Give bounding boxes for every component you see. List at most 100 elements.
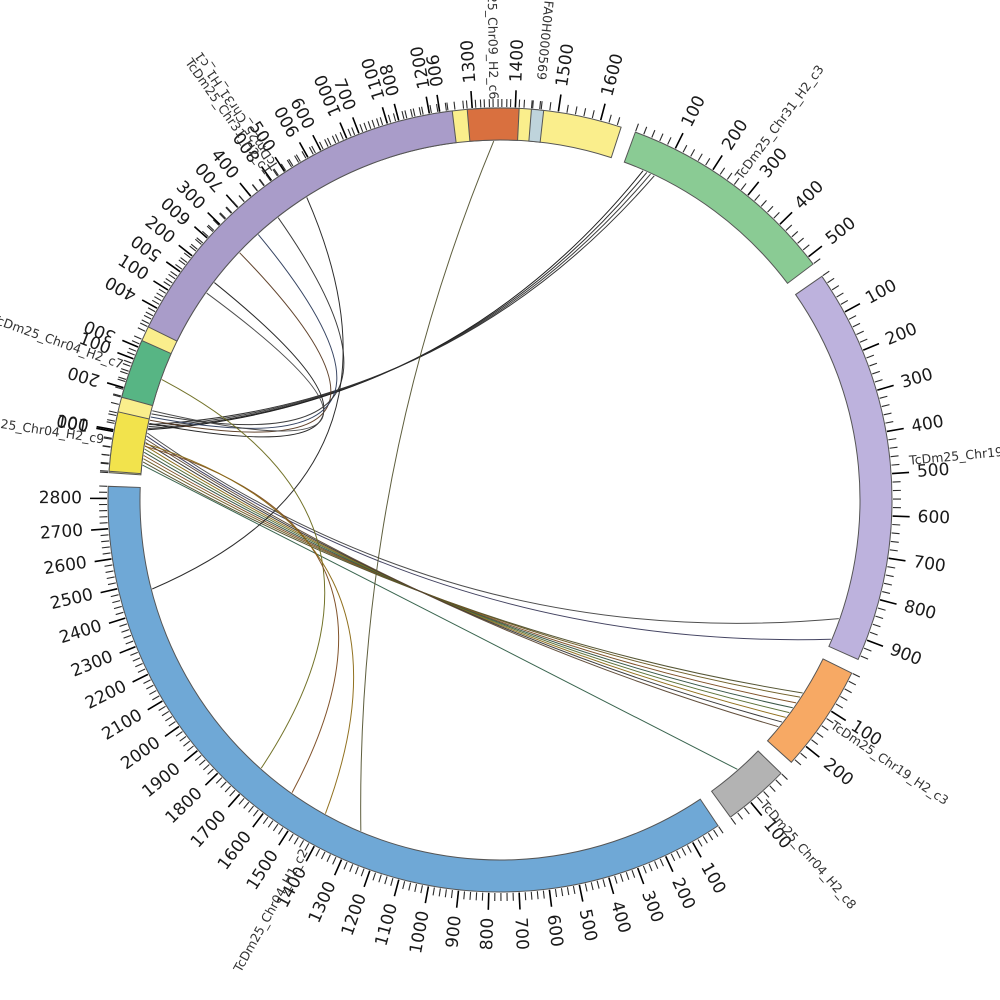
tick-label: 600 <box>917 507 950 528</box>
synteny-link[interactable] <box>148 173 651 428</box>
tick-label: 1600 <box>214 827 256 874</box>
ideogram-segment-chr19_h2_c3[interactable] <box>766 658 853 764</box>
tick-label: 1300 <box>305 878 341 926</box>
minor-tick <box>469 891 472 900</box>
tick-label: 1500 <box>552 42 578 88</box>
segments-layer <box>107 107 893 893</box>
minor-tick <box>128 347 137 352</box>
synteny-link[interactable] <box>145 438 779 728</box>
synteny-link[interactable] <box>143 455 797 704</box>
synteny-link[interactable] <box>142 461 803 694</box>
minor-tick <box>410 108 413 118</box>
minor-tick <box>123 359 132 364</box>
minor-tick <box>301 151 307 159</box>
synteny-link[interactable] <box>147 432 839 624</box>
synteny-link[interactable] <box>142 464 738 770</box>
synteny-link[interactable] <box>149 252 332 433</box>
synteny-link[interactable] <box>148 175 655 426</box>
minor-tick <box>566 104 569 113</box>
minor-tick <box>852 673 861 678</box>
ideogram-segment-chr31_h2_c1[interactable] <box>147 110 457 342</box>
minor-tick <box>315 848 321 857</box>
ideogram-segment-chr04_h2_c8[interactable] <box>710 750 782 818</box>
minor-tick <box>158 705 166 711</box>
minor-tick <box>103 437 112 440</box>
ideogram-segment-chr04_h2_c9[interactable] <box>108 411 150 475</box>
minor-tick <box>319 141 324 150</box>
synteny-link[interactable] <box>144 445 786 718</box>
synteny-link[interactable] <box>151 217 345 426</box>
minor-tick <box>811 739 819 745</box>
minor-tick <box>125 640 134 645</box>
minor-tick <box>280 163 287 171</box>
tick-label: 2600 <box>42 553 88 579</box>
minor-tick <box>229 789 236 797</box>
major-tick <box>866 639 884 648</box>
major-tick <box>805 745 820 758</box>
major-tick <box>278 830 289 846</box>
major-tick <box>862 342 880 351</box>
tick-label: 500 <box>822 213 860 249</box>
synteny-link[interactable] <box>143 458 801 698</box>
minor-tick <box>827 277 835 284</box>
synteny-link[interactable] <box>146 435 831 641</box>
minor-tick <box>432 887 435 896</box>
minor-tick <box>524 892 527 901</box>
minor-tick <box>163 281 171 287</box>
ideogram-segment-prfa0h000569[interactable] <box>528 108 545 143</box>
tick-label: 200 <box>883 319 921 350</box>
tick-label: 1300 <box>457 39 480 84</box>
major-tick <box>117 351 134 360</box>
tick-label: 200 <box>667 875 699 913</box>
minor-tick <box>891 532 900 535</box>
synteny-link[interactable] <box>152 292 325 432</box>
minor-tick <box>702 836 708 844</box>
tick-label: 2000 <box>117 733 164 774</box>
synteny-link[interactable] <box>143 451 793 709</box>
synteny-link[interactable] <box>148 172 648 429</box>
major-tick <box>712 154 723 171</box>
ideogram-segment-chr31_h2_c3[interactable] <box>623 131 814 285</box>
tick-label: 600 <box>543 913 567 948</box>
segment-label-chr04_h2_c8: TcDm25_Chr04_H2_c8 <box>757 797 860 912</box>
minor-tick <box>713 829 719 837</box>
ideogram-segment-chr09_h2_c6[interactable] <box>466 107 520 142</box>
minor-tick <box>760 199 767 207</box>
major-tick <box>147 700 163 711</box>
synteny-link[interactable] <box>145 443 354 814</box>
ideogram-segment-chr04_h2_c7[interactable] <box>121 339 172 407</box>
synteny-link[interactable] <box>152 197 344 590</box>
synteny-link[interactable] <box>360 140 495 831</box>
minor-tick <box>189 245 197 252</box>
synteny-link[interactable] <box>145 442 783 723</box>
minor-tick <box>583 108 587 117</box>
segment-label-chr19_h2_c3: TcDm25_Chr19_H2_c3 <box>827 717 951 808</box>
synteny-link[interactable] <box>144 448 790 714</box>
ideogram-segment-chr04_h1_c2[interactable] <box>107 485 719 893</box>
segment-label-chr31_h1_c1: TcDm25_Chr31_H1_c1 <box>191 49 282 173</box>
major-tick <box>100 588 118 594</box>
minor-tick <box>224 785 232 793</box>
minor-tick <box>866 354 875 359</box>
minor-tick <box>147 307 156 313</box>
minor-tick <box>625 871 630 880</box>
minor-tick <box>869 362 878 367</box>
tick-label: 900 <box>421 53 446 88</box>
minor-tick <box>591 110 595 119</box>
minor-tick <box>149 690 157 695</box>
minor-tick <box>848 315 857 320</box>
synteny-link[interactable] <box>161 379 326 769</box>
synteny-link[interactable] <box>147 170 644 431</box>
minor-tick <box>574 106 578 115</box>
ideogram-segment-chr19_h1[interactable] <box>794 275 893 661</box>
minor-tick <box>168 721 176 727</box>
major-tick <box>108 617 126 624</box>
minor-tick <box>99 471 108 474</box>
minor-tick <box>821 725 829 731</box>
minor-tick <box>248 805 254 813</box>
major-tick <box>193 226 208 239</box>
minor-tick <box>288 833 294 842</box>
major-tick <box>106 382 124 389</box>
